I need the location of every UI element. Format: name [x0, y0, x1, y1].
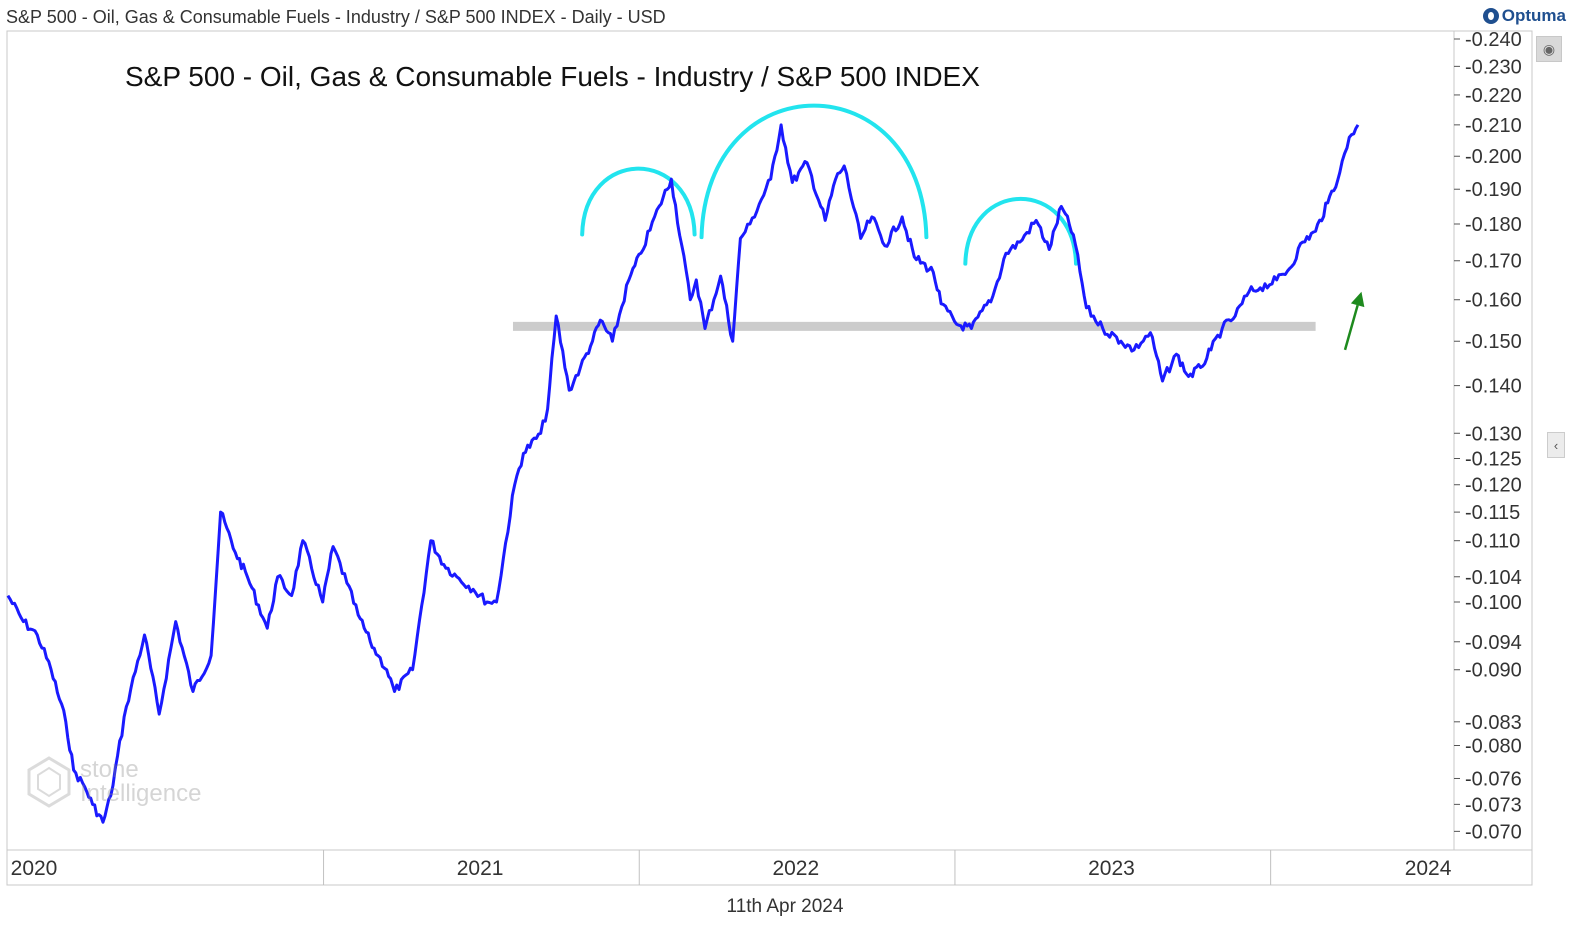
- y-tick-label: -0.125: [1465, 448, 1522, 470]
- y-tick-label: -0.083: [1465, 712, 1522, 734]
- optuma-logo-icon: [1482, 8, 1499, 24]
- y-axis: -0.240 -0.230 -0.220 -0.210 -0.200 -0.190 -0.1…: [1454, 29, 1522, 843]
- x-tick-label: 2022: [772, 857, 819, 880]
- x-axis-panel: [6, 849, 1533, 886]
- y-tick-label: -0.170: [1465, 251, 1522, 273]
- y-tick-label: -0.240: [1465, 29, 1522, 51]
- y-tick-label: -0.130: [1465, 423, 1522, 445]
- y-tick-label: -0.200: [1465, 146, 1522, 168]
- watermark: stone Intelligence: [26, 756, 201, 808]
- y-tick-label: -0.140: [1465, 376, 1522, 398]
- y-tick-label: -0.100: [1465, 592, 1522, 614]
- y-tick-label: -0.104: [1465, 567, 1522, 589]
- y-tick-label: -0.076: [1465, 768, 1522, 790]
- y-tick-label: -0.180: [1465, 214, 1522, 236]
- lock-icon: ◉: [1542, 40, 1556, 57]
- lock-button[interactable]: ◉: [1536, 36, 1562, 62]
- x-tick-label: 2021: [457, 857, 504, 880]
- y-tick-label: -0.094: [1465, 632, 1522, 654]
- footer-date: 11th Apr 2024: [726, 896, 844, 917]
- chart-header-title: S&P 500 - Oil, Gas & Consumable Fuels - …: [6, 7, 666, 27]
- x-tick-label: 2020: [11, 857, 58, 880]
- y-axis-panel: [1453, 30, 1533, 851]
- y-tick-label: -0.090: [1465, 660, 1522, 682]
- y-tick-label: -0.080: [1465, 735, 1522, 757]
- plot-frame: [6, 30, 1455, 851]
- x-tick-label: 2024: [1405, 857, 1452, 880]
- x-axis: 2020 2021 2022 2023 2024: [11, 850, 1452, 885]
- y-tick-label: -0.073: [1465, 794, 1522, 816]
- watermark-line-2: Intelligence: [80, 780, 202, 807]
- trend-arrow-shaft: [1343, 304, 1359, 351]
- y-tick-label: -0.070: [1465, 821, 1522, 843]
- y-tick-label: -0.115: [1465, 502, 1520, 524]
- hexagon-logo-icon: [27, 756, 71, 808]
- collapse-button[interactable]: ‹: [1547, 432, 1565, 458]
- trend-arrow-head: [1350, 291, 1365, 308]
- y-tick-label: -0.210: [1465, 115, 1522, 137]
- watermark-line-1: stone: [80, 756, 139, 783]
- y-tick-label: -0.230: [1465, 56, 1522, 78]
- y-tick-label: -0.190: [1465, 179, 1522, 201]
- rounded-top-arc: [580, 166, 697, 237]
- brand-name: Optuma: [1501, 6, 1566, 25]
- y-tick-label: -0.120: [1465, 475, 1522, 497]
- series-line: [6, 123, 1360, 824]
- x-tick-label: 2023: [1088, 857, 1135, 880]
- y-tick-label: -0.220: [1465, 85, 1522, 107]
- y-tick-label: -0.150: [1465, 331, 1522, 353]
- annotations: [512, 103, 1365, 351]
- y-tick-label: -0.110: [1465, 531, 1520, 553]
- chart-title: S&P 500 - Oil, Gas & Consumable Fuels - …: [125, 61, 980, 92]
- brand-logo: Optuma: [1482, 6, 1566, 26]
- y-tick-label: -0.160: [1465, 290, 1522, 312]
- chevron-left-icon: ‹: [1553, 437, 1559, 453]
- rounded-top-arc: [963, 197, 1079, 266]
- rounded-top-arc: [699, 103, 929, 240]
